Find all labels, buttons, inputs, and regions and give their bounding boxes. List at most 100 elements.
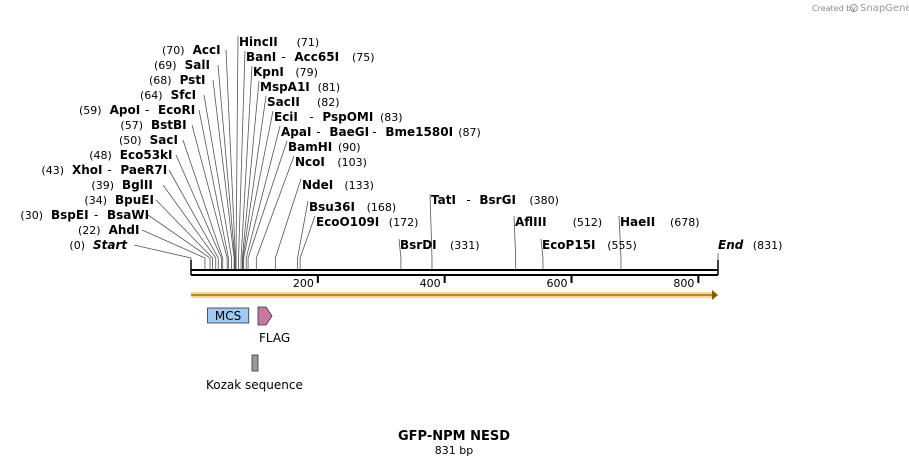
site-position: (82) <box>317 96 340 109</box>
site-name: HaeII <box>620 215 655 229</box>
site-leader-line <box>247 140 288 270</box>
site-position: (512) <box>573 216 603 229</box>
site-name: SfcI <box>171 88 196 102</box>
site-name: PstI <box>180 73 206 87</box>
site-name: ApoI <box>110 103 141 117</box>
site-leader-line <box>241 80 260 270</box>
site-name: KpnI <box>253 65 284 79</box>
site-eco53[interactable]: (48) Eco53kI <box>89 148 172 162</box>
site-leader-line <box>243 110 274 270</box>
site-name-separator: - <box>372 125 376 139</box>
site-name: BstBI <box>151 118 187 132</box>
site-leader-line <box>191 124 228 270</box>
feature-mcs[interactable] <box>207 307 250 324</box>
feature-kozak[interactable] <box>251 354 259 372</box>
site-apoi[interactable]: (59) ApoI - EcoRI <box>79 103 195 117</box>
site-position: (64) <box>140 89 163 102</box>
site-leader-line <box>168 169 219 270</box>
site-name: EcoRI <box>158 103 195 117</box>
site-position: (831) <box>753 239 783 252</box>
site-bstbi[interactable]: (57) BstBI <box>120 118 186 132</box>
site-leader-line <box>162 184 217 270</box>
site-position: (87) <box>458 126 481 139</box>
ruler-tick-label: 200 <box>293 277 314 290</box>
site-sfci[interactable]: (64) SfcI <box>140 88 196 102</box>
site-xhoi[interactable]: (43) XhoI - PaeR7I <box>41 163 167 177</box>
site-ecii[interactable]: EciI - PspOMI (83) <box>274 110 403 124</box>
site-position: (83) <box>380 111 403 124</box>
site-name: AccI <box>193 43 221 57</box>
site-ecoo109i[interactable]: EcoO109I (172) <box>316 215 418 229</box>
site-leader-line <box>147 214 211 270</box>
site-position: (555) <box>607 239 637 252</box>
site-bsrdi[interactable]: BsrDI (331) <box>400 238 480 252</box>
site-lines <box>133 35 719 270</box>
site-name-separator: - <box>94 208 98 222</box>
site-position: (0) <box>69 239 85 252</box>
feature-mcs-label: MCS <box>215 309 241 323</box>
site-mspa1i[interactable]: MspA1I (81) <box>260 80 340 94</box>
site-start[interactable]: (0) Start <box>69 238 128 252</box>
site-name: BsrDI <box>400 238 437 252</box>
site-psti[interactable]: (68) PstI <box>149 73 206 87</box>
site-leader-line <box>297 200 309 270</box>
site-ncoi[interactable]: NcoI (103) <box>295 155 367 169</box>
site-afliii[interactable]: AflIII (512) <box>515 215 602 229</box>
site-leader-line <box>429 193 433 270</box>
site-position: (30) <box>20 209 43 222</box>
site-leader-line <box>212 79 235 270</box>
feature-kozak-label: Kozak sequence <box>206 378 303 392</box>
site-leader-line <box>217 64 236 270</box>
features: MCS FLAG Kozak sequence <box>191 290 718 392</box>
site-name: SacI <box>150 133 178 147</box>
site-saci[interactable]: (50) SacI <box>119 133 178 147</box>
credit-prefix: Created by <box>812 4 856 13</box>
site-bpuei[interactable]: (34) BpuEI <box>84 193 154 207</box>
site-bamhi[interactable]: BamHI (90) <box>288 140 361 154</box>
site-name: BamHI <box>288 140 332 154</box>
site-name: Bme1580I <box>385 125 453 139</box>
site-hincii[interactable]: HincII (71) <box>239 35 319 49</box>
site-position: (168) <box>367 201 397 214</box>
site-leader-line <box>242 95 267 270</box>
site-name: XhoI <box>72 163 103 177</box>
site-leader-line <box>238 50 246 270</box>
feature-flag[interactable] <box>257 306 273 326</box>
ruler-tick-label: 400 <box>420 277 441 290</box>
site-name: End <box>718 238 744 252</box>
site-name: BsaWI <box>107 208 149 222</box>
site-ndei[interactable]: NdeI (133) <box>302 178 374 192</box>
site-sali[interactable]: (69) SalI <box>154 58 210 72</box>
site-bglii[interactable]: (39) BglII <box>91 178 152 192</box>
site-leader-line <box>513 215 517 270</box>
site-leader-line <box>398 238 402 270</box>
site-name: ApaI <box>281 125 311 139</box>
site-position: (172) <box>389 216 419 229</box>
site-kpni[interactable]: KpnI (79) <box>253 65 318 79</box>
site-bsu36i[interactable]: Bsu36I (168) <box>309 200 396 214</box>
site-bani[interactable]: BanI - Acc65I (75) <box>246 50 375 64</box>
site-bspei[interactable]: (30) BspEI - BsaWI <box>20 208 149 222</box>
site-name-separator: - <box>107 163 111 177</box>
site-name: NcoI <box>295 155 325 169</box>
site-ahdi[interactable]: (22) AhdI <box>78 223 139 237</box>
site-apai[interactable]: ApaI - BaeGI - Bme1580I (87) <box>281 125 481 139</box>
site-position: (39) <box>91 179 114 192</box>
site-sacii[interactable]: SacII (82) <box>267 95 340 109</box>
site-position: (70) <box>162 44 185 57</box>
site-leader-line <box>540 238 544 270</box>
site-haeii[interactable]: HaeII (678) <box>620 215 700 229</box>
site-name-separator: - <box>145 103 149 117</box>
credit: Created by SnapGene <box>812 3 909 14</box>
site-position: (103) <box>337 156 367 169</box>
site-leader-line <box>133 244 192 270</box>
site-acci[interactable]: (70) AccI <box>162 43 221 57</box>
site-ecop15i[interactable]: EcoP15I (555) <box>542 238 637 252</box>
site-name: SacII <box>267 95 300 109</box>
feature-flag-label: FLAG <box>259 331 290 345</box>
site-tati[interactable]: TatI - BsrGI (380) <box>431 193 559 207</box>
site-end[interactable]: End (831) <box>718 238 782 252</box>
site-name: BaeGI <box>329 125 369 139</box>
site-position: (48) <box>89 149 112 162</box>
ruler: 200 400 600 800 <box>293 275 700 290</box>
